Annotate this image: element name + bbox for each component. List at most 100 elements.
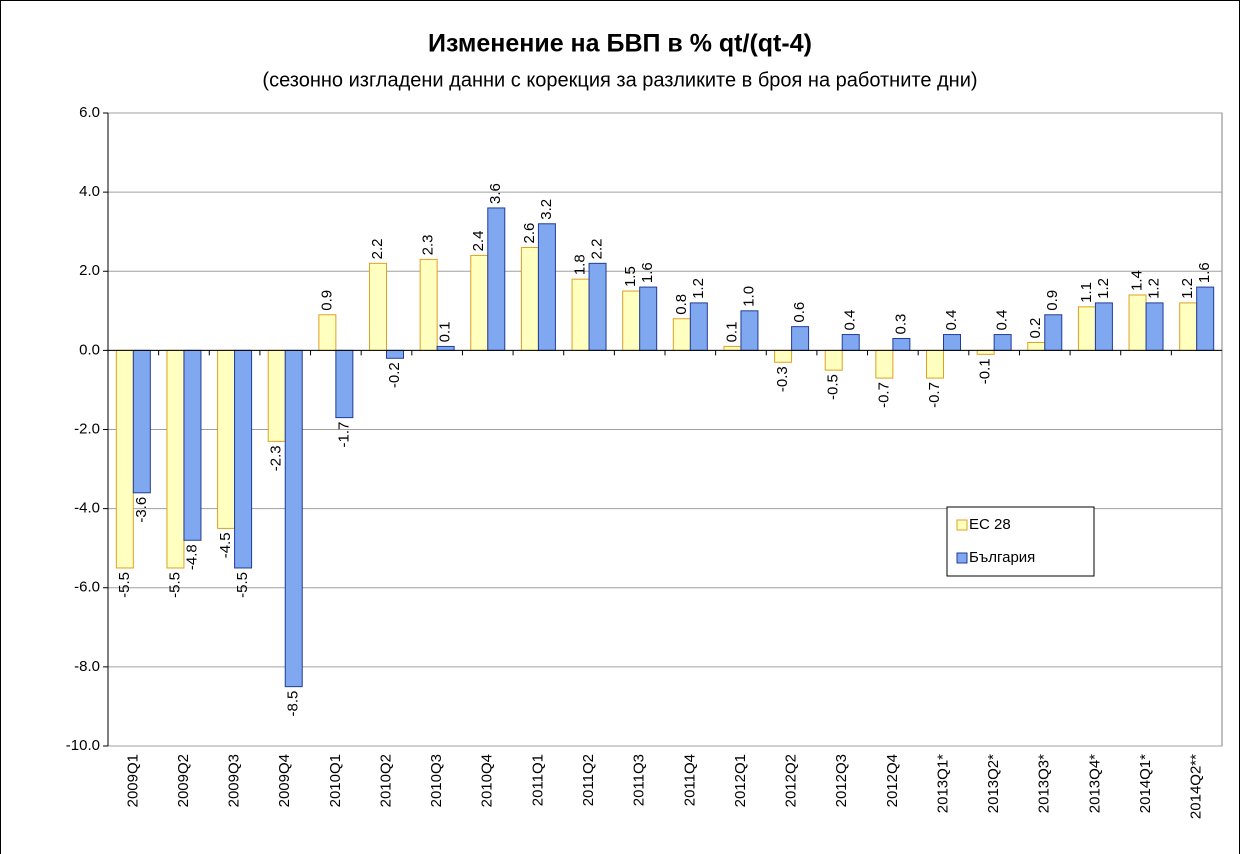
- bar: [639, 286, 658, 351]
- bar: [115, 349, 134, 569]
- value-label: 2.6: [521, 223, 538, 244]
- bar: [267, 349, 286, 442]
- y-tick-label: -6.0: [74, 579, 100, 596]
- x-tick-label: 2014Q1*: [1137, 754, 1154, 813]
- bar: [1179, 302, 1198, 351]
- bar: [132, 349, 151, 494]
- value-label: -0.7: [875, 382, 892, 408]
- value-label: -1.7: [335, 422, 352, 448]
- bar: [1128, 294, 1147, 351]
- x-tick-label: 2009Q4: [276, 754, 293, 807]
- value-label: 0.4: [994, 310, 1011, 331]
- value-label: -5.5: [234, 572, 251, 598]
- bar: [1027, 341, 1046, 351]
- bar: [943, 334, 961, 351]
- y-tick-label: -2.0: [74, 420, 100, 437]
- bar: [419, 258, 438, 351]
- bar: [672, 318, 691, 351]
- chart-title: Изменение на БВП в % qt/(qt-4): [428, 30, 812, 58]
- value-label: 0.9: [318, 290, 335, 311]
- legend-swatch: [956, 552, 968, 564]
- x-tick-label: 2010Q2: [377, 754, 394, 807]
- bar: [335, 349, 354, 419]
- bar: [689, 302, 708, 351]
- value-label: 1.4: [1129, 270, 1146, 291]
- bar: [284, 349, 303, 688]
- bar: [841, 334, 860, 351]
- value-label: 0.2: [1027, 318, 1044, 339]
- x-tick-label: 2013Q2*: [985, 754, 1002, 813]
- value-label: 1.6: [1196, 262, 1213, 283]
- x-tick-label: 2011Q3: [631, 754, 648, 806]
- x-tick-label: 2010Q1: [327, 754, 344, 807]
- bar: [1145, 302, 1164, 351]
- bar: [369, 262, 387, 351]
- value-label: -8.5: [285, 691, 302, 717]
- bar: [217, 349, 236, 529]
- y-tick-label: -8.0: [74, 658, 100, 675]
- value-label: 0.3: [892, 314, 909, 335]
- bar: [976, 349, 995, 355]
- y-tick-label: 0.0: [79, 341, 100, 358]
- bar: [166, 349, 185, 569]
- value-label: 3.2: [538, 199, 555, 220]
- value-label: 0.9: [1044, 290, 1061, 311]
- x-tick-label: 2009Q1: [124, 754, 141, 807]
- bar: [740, 310, 759, 351]
- x-tick-label: 2014Q2**: [1188, 754, 1205, 819]
- value-label: 1.0: [740, 286, 757, 307]
- value-label: -4.5: [217, 532, 234, 558]
- value-label: 0.6: [791, 302, 808, 323]
- x-tick-label: 2011Q4: [681, 754, 698, 806]
- bar: [318, 314, 337, 351]
- bar: [1094, 302, 1113, 351]
- value-label: -4.8: [183, 544, 200, 570]
- value-label: -5.5: [116, 572, 133, 598]
- value-label: -3.6: [133, 497, 150, 523]
- x-tick-label: 2012Q3: [833, 754, 850, 807]
- value-label: -0.5: [825, 374, 842, 400]
- bar: [470, 254, 489, 351]
- x-tick-label: 2010Q3: [428, 754, 445, 807]
- x-tick-label: 2012Q1: [732, 754, 749, 807]
- bar: [1077, 306, 1096, 351]
- x-tick-label: 2009Q3: [226, 754, 243, 807]
- value-label: -0.1: [977, 358, 994, 384]
- value-label: 0.8: [673, 294, 690, 315]
- value-label: 2.3: [420, 235, 437, 256]
- value-label: 2.2: [369, 238, 386, 259]
- x-tick-label: 2011Q2: [580, 754, 597, 806]
- bar: [622, 290, 641, 351]
- x-tick-label: 2009Q2: [175, 754, 192, 807]
- value-label: 0.4: [943, 310, 960, 331]
- y-tick-label: -10.0: [66, 737, 100, 754]
- bar: [487, 207, 506, 351]
- bar: [791, 326, 810, 351]
- bar: [824, 349, 843, 371]
- y-tick-label: 4.0: [79, 183, 100, 200]
- value-label: 1.2: [1146, 278, 1163, 299]
- value-label: 1.1: [1078, 282, 1095, 303]
- x-tick-label: 2013Q4*: [1086, 754, 1103, 813]
- bar: [875, 349, 894, 379]
- value-label: -0.2: [386, 362, 403, 388]
- value-label: 1.2: [1179, 278, 1196, 299]
- value-label: 1.8: [572, 254, 589, 275]
- x-tick-label: 2011Q1: [529, 754, 546, 806]
- bar: [571, 278, 590, 351]
- bar: [386, 349, 404, 359]
- legend-box: [946, 506, 1095, 577]
- value-label: 0.4: [842, 310, 859, 331]
- value-label: 1.2: [690, 278, 707, 299]
- value-label: -0.7: [926, 382, 943, 408]
- bar: [892, 338, 911, 351]
- x-tick-label: 2013Q3*: [1036, 754, 1053, 813]
- legend-label: ЕС 28: [969, 516, 1011, 533]
- value-label: 0.1: [437, 322, 454, 343]
- value-label: -5.5: [166, 572, 183, 598]
- bar: [234, 349, 253, 569]
- legend-swatch: [956, 519, 968, 531]
- bar: [520, 247, 539, 351]
- chart-subtitle: (сезонно изгладени данни с корекция за р…: [262, 69, 977, 91]
